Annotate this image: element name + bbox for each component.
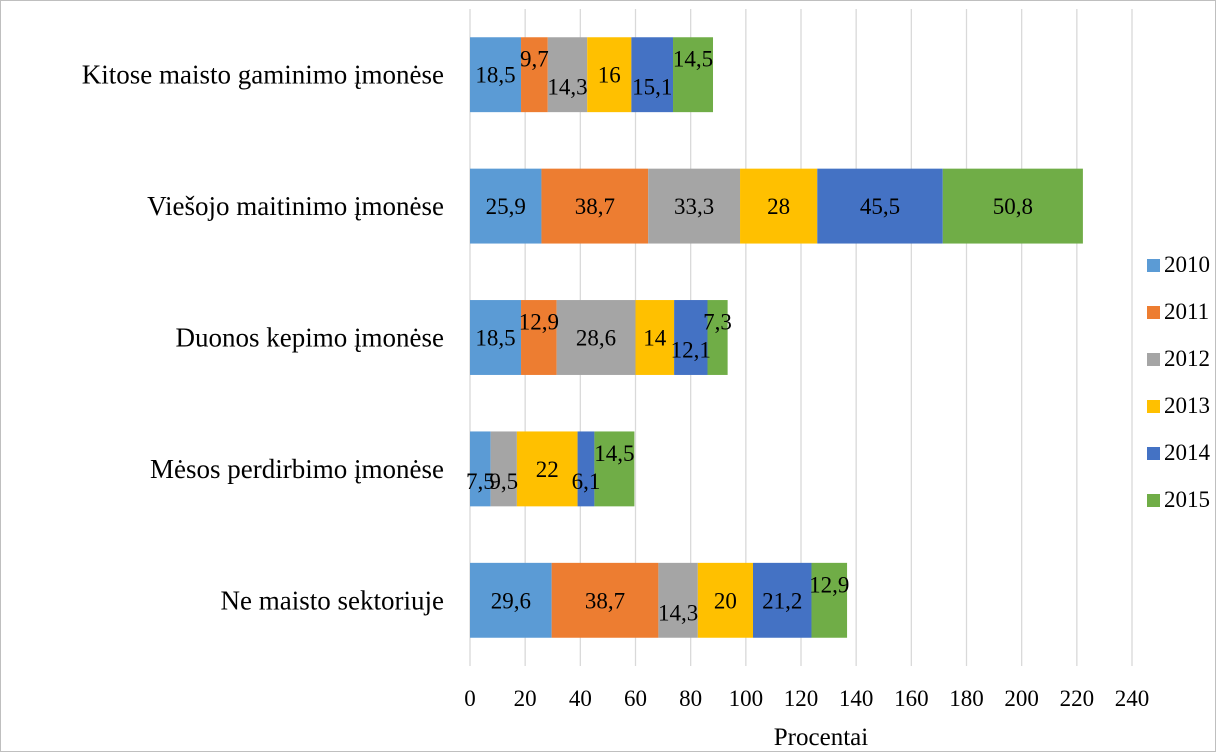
data-label-2010: 7,5 [466,469,495,494]
bar-segment-2013 [740,168,818,244]
bar-segment-2012 [556,300,636,375]
legend-swatch-2013 [1147,400,1160,413]
data-label-2011: 38,7 [575,194,615,219]
data-label-2013: 28 [767,194,790,219]
data-label-2010: 18,5 [475,63,515,88]
category-label: Kitose maisto gaminimo įmonėse [82,60,444,90]
legend-label-2015: 2015 [1164,487,1210,512]
bar-segment-2012 [658,562,698,638]
data-label-2012: 14,3 [547,75,587,100]
bars [470,37,1083,638]
bar-segment-2011 [521,37,548,113]
bar-segment-2013 [587,37,632,113]
legend-label-2011: 2011 [1164,299,1209,324]
data-label-2015: 50,8 [993,194,1033,219]
category-label: Ne maisto sektoriuje [221,585,444,615]
data-label-2015: 7,3 [703,310,732,335]
data-label-2012: 28,6 [576,326,616,351]
data-label-2013: 16 [598,63,621,88]
bar-segment-2011 [541,168,649,244]
data-label-2014: 12,1 [671,338,711,363]
bar-segment-2012 [648,168,741,244]
data-labels: 18,59,714,3 16 15,114,525,9 38,7 33,3 28 45,5 5… [466,47,1033,626]
category-label: Duonos kepimo įmonėse [176,323,444,353]
x-tick-label: 220 [1060,686,1095,711]
category-labels: Kitose maisto gaminimo įmonėse Viešojo ma… [82,60,444,616]
x-tick-label: 60 [624,686,647,711]
data-label-2014: 45,5 [860,194,900,219]
data-label-2011: 9,7 [520,47,549,72]
x-tick-label: 100 [729,686,764,711]
bar-segment-2013 [635,300,675,375]
x-tick-label: 20 [514,686,537,711]
bar-segment-2011 [551,562,659,638]
legend-label-2014: 2014 [1164,440,1211,465]
bar-segment-2010 [470,300,522,375]
bar-segment-2014 [577,431,595,507]
data-label-2013: 14 [643,326,667,351]
x-axis-title: Procentai [774,724,868,751]
data-label-2014: 21,2 [762,588,802,613]
bar-segment-2014 [674,300,708,375]
x-tick-labels: 0 20 40 60 80 100 120 140 160 180 200 220 240 [464,686,1149,711]
bar-segment-2010 [470,37,522,113]
x-tick-label: 0 [464,686,476,711]
category-label: Viešojo maitinimo įmonėse [147,191,444,221]
data-label-2012: 33,3 [674,194,714,219]
legend-swatch-2014 [1147,447,1160,460]
x-tick-label: 140 [839,686,874,711]
data-label-2014: 6,1 [572,469,601,494]
bar-segment-2011 [521,300,557,375]
bar-segment-2010 [470,562,552,638]
bar-segment-2015 [811,562,848,638]
bar-segment-2012 [547,37,588,113]
data-label-2012: 9,5 [489,469,518,494]
data-label-2010: 25,9 [486,194,526,219]
x-tick-label: 240 [1115,686,1150,711]
data-label-2010: 29,6 [491,588,531,613]
bar-segment-2013 [516,431,578,507]
data-label-2011: 38,7 [585,588,625,613]
bar-segment-2010 [470,168,542,244]
data-label-2011: 12,9 [519,310,559,335]
x-tick-label: 40 [569,686,592,711]
data-label-2015: 12,9 [809,572,849,597]
bar-segment-2013 [697,562,754,638]
legend: 2010 2011 2012 2013 2014 2015 [1147,252,1211,512]
bar-segment-2014 [631,37,674,113]
bar-segment-2015 [594,431,635,507]
x-tick-label: 180 [949,686,984,711]
data-label-2010: 18,5 [475,326,515,351]
bar-segment-2014 [753,562,812,638]
data-label-2015: 14,5 [673,47,713,72]
x-tick-label: 120 [784,686,819,711]
bar-segment-2015 [707,300,728,375]
data-label-2015: 14,5 [594,441,634,466]
bar-segment-2014 [817,168,943,244]
legend-swatch-2015 [1147,494,1160,507]
data-label-2013: 20 [714,588,737,613]
bar-segment-2012 [490,431,517,507]
category-label: Mėsos perdirbimo įmonėse [150,454,444,484]
bar-segment-2010 [470,431,491,507]
legend-label-2013: 2013 [1164,393,1210,418]
legend-label-2010: 2010 [1164,252,1210,277]
data-label-2013: 22 [536,457,559,482]
data-label-2014: 15,1 [632,75,672,100]
x-tick-label: 80 [679,686,702,711]
legend-swatch-2010 [1147,259,1160,272]
legend-swatch-2012 [1147,353,1160,366]
bar-segment-2015 [673,37,714,113]
legend-swatch-2011 [1147,306,1160,319]
legend-label-2012: 2012 [1164,346,1210,371]
x-tick-label: 200 [1004,686,1039,711]
data-label-2012: 14,3 [658,600,698,625]
x-tick-label: 160 [894,686,929,711]
bar-segment-2015 [942,168,1083,244]
